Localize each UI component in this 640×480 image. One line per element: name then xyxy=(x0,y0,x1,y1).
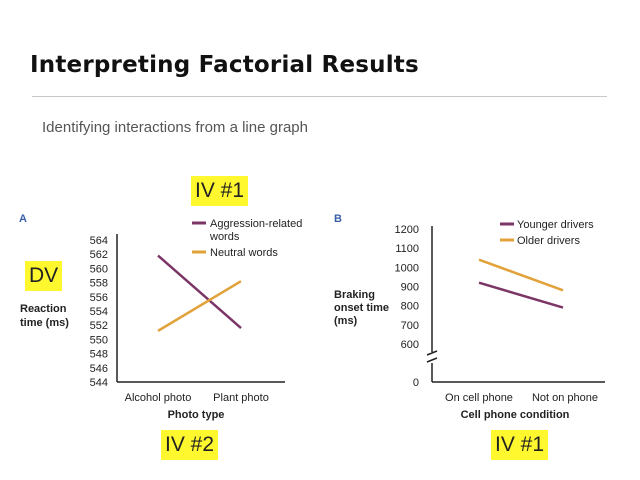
iv1-label-bottom: IV #1 xyxy=(491,430,549,460)
chart-a-ytick-label: 550 xyxy=(90,334,108,346)
chart-a-ylabel-line-1: Reaction xyxy=(20,303,67,315)
chart-a-xlabel: Photo type xyxy=(168,409,225,421)
chart-a-ytick-label: 548 xyxy=(90,349,108,361)
chart-a-legend-label: Aggression-related xyxy=(210,218,302,230)
chart-b-xtick-label: Not on phone xyxy=(532,392,598,404)
chart-b-legend-label: Older drivers xyxy=(517,235,580,247)
chart-b-series-younger-line xyxy=(478,281,564,309)
iv1-label-top: IV #1 xyxy=(191,176,249,206)
chart-b-xtick-label: On cell phone xyxy=(445,392,513,404)
chart-a-legend-label: Neutral words xyxy=(210,247,278,259)
chart-b-ytick-label: 600 xyxy=(401,339,419,351)
chart-a: A Reaction time (ms) 564 562 560 558 556 554 5… xyxy=(19,213,302,421)
chart-a-series-neutral-line xyxy=(157,280,242,332)
chart-b-ytick-label: 700 xyxy=(401,320,419,332)
chart-b-ytick-label: 1100 xyxy=(395,243,419,255)
chart-b-ytick-label: 800 xyxy=(401,301,419,313)
chart-a-ytick-label: 554 xyxy=(90,306,108,318)
chart-b-axis-break-mark xyxy=(426,350,438,356)
chart-a-panel-label: A xyxy=(19,213,27,225)
chart-a-ytick-label: 558 xyxy=(90,278,108,290)
chart-b-ytick-label: 0 xyxy=(413,377,419,389)
chart-b-series-older-line xyxy=(478,258,564,292)
chart-a-ytick-label: 552 xyxy=(90,320,108,332)
chart-a-ytick-label: 546 xyxy=(90,363,108,375)
chart-a-ytick-label: 562 xyxy=(90,249,108,261)
chart-a-ytick-label: 560 xyxy=(90,263,108,275)
chart-b: B Braking onset time (ms) 1200 1100 1000 90… xyxy=(334,213,605,421)
chart-b-axis-break-mark xyxy=(426,357,438,363)
chart-a-ytick-label: 544 xyxy=(90,377,108,389)
chart-b-legend-label: Younger drivers xyxy=(517,219,594,231)
chart-b-panel-label: B xyxy=(334,213,342,225)
slide-subtitle: Identifying interactions from a line gra… xyxy=(42,119,308,136)
chart-a-ytick-label: 564 xyxy=(90,235,108,247)
dv-label: DV xyxy=(25,261,63,291)
chart-b-xlabel: Cell phone condition xyxy=(461,409,570,421)
title-divider xyxy=(32,96,607,97)
chart-a-xtick-label: Alcohol photo xyxy=(125,392,192,404)
chart-b-ytick-label: 1200 xyxy=(395,224,419,236)
slide-title: Interpreting Factorial Results xyxy=(30,52,419,78)
chart-b-ylabel-line-1: Braking xyxy=(334,289,375,301)
chart-b-ytick-label: 900 xyxy=(401,282,419,294)
chart-b-ylabel-line-2: onset time xyxy=(334,302,389,314)
chart-a-ylabel-line-2: time (ms) xyxy=(20,317,69,329)
chart-a-legend-label: words xyxy=(209,231,240,243)
chart-a-ytick-label: 556 xyxy=(90,292,108,304)
chart-a-xtick-label: Plant photo xyxy=(213,392,269,404)
iv2-label: IV #2 xyxy=(161,430,219,460)
chart-a-series-aggression-line xyxy=(157,254,242,329)
chart-b-ylabel-line-3: (ms) xyxy=(334,315,358,327)
chart-b-ytick-label: 1000 xyxy=(395,262,419,274)
